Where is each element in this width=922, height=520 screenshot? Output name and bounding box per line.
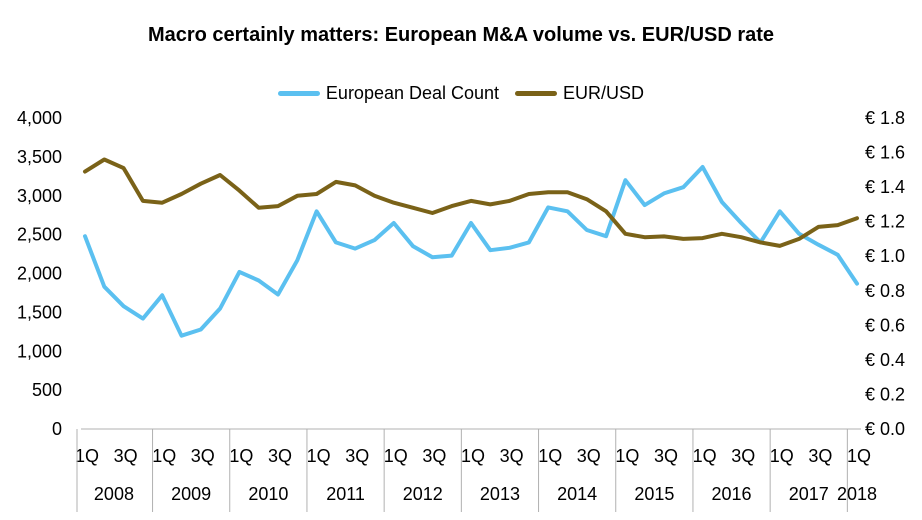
y-left-tick-label: 0 [52,419,62,439]
x-year-label: 2015 [634,484,674,504]
x-year-label: 2013 [480,484,520,504]
y-right-tick-label: € 0.6 [865,315,905,335]
y-right-tick-label: € 1.4 [865,177,905,197]
y-right-tick-label: € 0.0 [865,419,905,439]
x-quarter-label: 3Q [577,446,601,466]
x-quarter-label: 3Q [654,446,678,466]
x-quarter-label: 3Q [114,446,138,466]
x-quarter-label: 1Q [847,446,871,466]
x-quarter-label: 1Q [770,446,794,466]
x-quarter-label: 1Q [538,446,562,466]
x-year-label: 2012 [403,484,443,504]
series-line-eurusd [83,157,859,248]
x-quarter-label: 3Q [500,446,524,466]
x-year-label: 2008 [94,484,134,504]
x-quarter-label: 1Q [384,446,408,466]
x-quarter-label: 3Q [191,446,215,466]
y-right-tick-label: € 0.2 [865,384,905,404]
legend-swatch-deal-count [277,90,320,96]
x-quarter-label: 1Q [152,446,176,466]
legend-item-eurusd: EUR/USD [515,83,644,104]
x-quarter-label: 1Q [307,446,331,466]
legend-label-deal-count: European Deal Count [325,82,500,103]
x-year-label: 2017 [789,484,829,504]
x-year-label: 2014 [557,484,597,504]
legend-item-deal-count: European Deal Count [277,82,500,104]
y-right-tick-label: € 0.4 [865,350,905,370]
x-quarter-label: 3Q [422,446,446,466]
y-right-tick-label: € 1.6 [865,143,905,163]
x-quarter-label: 1Q [693,446,717,466]
chart-title: Macro certainly matters: European M&A vo… [147,24,775,46]
y-right-tick-label: € 1.8 [865,108,905,128]
x-quarter-label: 3Q [345,446,369,466]
y-right-tick-label: € 0.8 [865,281,905,301]
y-left-tick-label: 1,000 [17,341,62,361]
legend: European Deal Count EUR/USD [0,80,922,106]
x-year-label: 2016 [712,484,752,504]
y-left-tick-label: 2,000 [17,264,62,284]
y-left-tick-label: 3,500 [17,147,62,167]
x-quarter-label: 1Q [615,446,639,466]
y-left-tick-label: 3,000 [17,186,62,206]
x-quarter-label: 1Q [461,446,485,466]
x-year-label: 2018 [837,484,877,504]
y-right-tick-label: € 1.0 [865,246,905,266]
series-line-deal-count [83,165,859,338]
y-left-tick-label: 4,000 [17,108,62,128]
y-left-tick-label: 1,500 [17,302,62,322]
x-quarter-label: 3Q [731,446,755,466]
x-quarter-label: 1Q [75,446,99,466]
legend-swatch-eurusd [515,90,558,96]
x-quarter-label: 3Q [268,446,292,466]
y-left-tick-label: 2,500 [17,225,62,245]
legend-label-eurusd: EUR/USD [563,82,645,103]
x-year-label: 2011 [326,484,365,504]
y-right-tick-label: € 1.2 [865,212,905,232]
x-year-label: 2010 [248,484,288,504]
x-quarter-label: 1Q [229,446,253,466]
x-year-label: 2009 [171,484,211,504]
x-quarter-label: 3Q [808,446,832,466]
y-left-tick-label: 500 [32,380,62,400]
